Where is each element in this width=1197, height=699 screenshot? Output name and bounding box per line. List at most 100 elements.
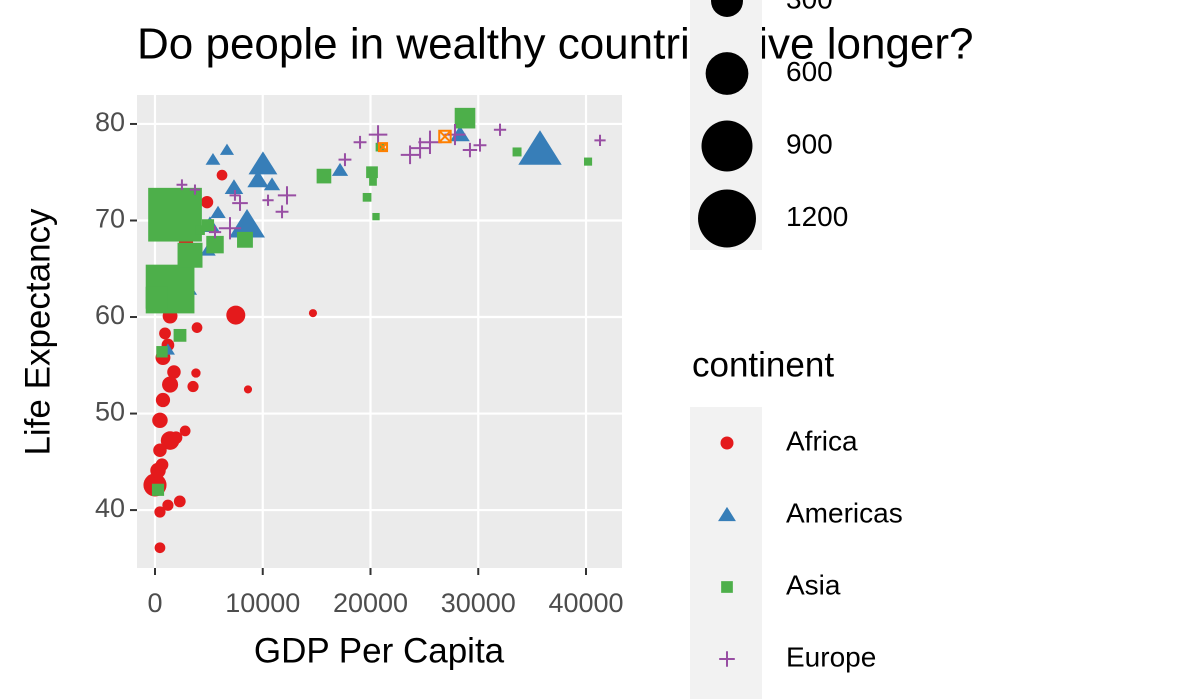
- legend-key: [720, 436, 734, 450]
- point: [179, 425, 191, 437]
- y-tick-label: 80: [95, 107, 125, 137]
- size-legend-label: 300: [786, 0, 833, 14]
- point: [187, 380, 199, 393]
- point: [262, 194, 274, 206]
- legend-label: Europe: [786, 641, 876, 672]
- point: [377, 142, 389, 153]
- point: [162, 499, 174, 511]
- y-tick-label: 40: [95, 493, 125, 523]
- point: [518, 130, 562, 165]
- y-tick-label: 60: [95, 300, 125, 330]
- point: [418, 130, 442, 154]
- point: [189, 184, 201, 195]
- point: [173, 495, 186, 508]
- point: [151, 483, 165, 496]
- point: [206, 235, 224, 254]
- x-axis-label: GDP Per Capita: [254, 631, 505, 670]
- point: [201, 219, 215, 232]
- point: [145, 286, 168, 309]
- point: [191, 322, 203, 334]
- point: [195, 225, 205, 235]
- chart-title: Do people in wealthy countries live long…: [137, 20, 974, 69]
- point: [205, 152, 221, 165]
- x-tick-label: 0: [147, 588, 162, 618]
- point: [210, 205, 226, 219]
- point: [148, 187, 202, 242]
- point: [224, 179, 244, 194]
- size-legend-key: [698, 189, 756, 248]
- point: [512, 147, 522, 157]
- point: [275, 205, 289, 219]
- point: [247, 170, 269, 188]
- point: [159, 327, 171, 340]
- point: [248, 151, 278, 175]
- point: [409, 137, 431, 159]
- size-legend-label: 1200: [786, 201, 848, 232]
- legend-key: [718, 506, 736, 522]
- point: [353, 135, 367, 149]
- point: [493, 123, 507, 136]
- x-tick-label: 30000: [441, 588, 516, 618]
- point: [162, 376, 179, 393]
- point: [155, 392, 171, 408]
- size-legend-label: 900: [786, 128, 833, 159]
- point: [167, 365, 181, 379]
- color-legend-box: [690, 407, 762, 699]
- point: [156, 346, 168, 358]
- point: [200, 195, 214, 209]
- point: [366, 166, 378, 179]
- point: [243, 385, 253, 394]
- point: [152, 412, 168, 429]
- legend-title: continent: [692, 345, 834, 384]
- point: [191, 368, 201, 378]
- point: [454, 107, 476, 129]
- size-legend-key: [701, 120, 753, 172]
- legend-label: Americas: [786, 497, 903, 528]
- point: [331, 162, 349, 176]
- point: [226, 305, 246, 325]
- point: [154, 542, 166, 554]
- point: [263, 177, 281, 191]
- point: [169, 431, 183, 445]
- point: [400, 145, 420, 165]
- point: [369, 178, 377, 186]
- point: [584, 157, 593, 166]
- y-tick-label: 70: [95, 204, 125, 234]
- size-legend-key: [705, 52, 749, 95]
- point: [277, 186, 297, 205]
- point: [237, 231, 253, 248]
- point: [153, 443, 167, 457]
- y-axis-label: Life Expectancy: [18, 208, 57, 456]
- point: [362, 192, 372, 202]
- point: [308, 309, 318, 318]
- panel: [137, 95, 622, 568]
- point: [154, 506, 166, 518]
- point: [208, 225, 222, 239]
- point: [173, 328, 187, 342]
- point: [375, 142, 385, 152]
- legend-label: Africa: [786, 425, 858, 456]
- legend-label: Asia: [786, 569, 841, 600]
- legend-key: [719, 651, 735, 667]
- point: [155, 458, 169, 472]
- x-tick-label: 40000: [548, 588, 623, 618]
- point: [372, 212, 380, 221]
- point: [177, 242, 203, 268]
- legend-key: [721, 581, 733, 593]
- point: [232, 195, 248, 211]
- point: [438, 129, 452, 144]
- point: [229, 189, 241, 201]
- point: [462, 142, 478, 158]
- point: [229, 208, 265, 238]
- x-tick-label: 10000: [225, 588, 300, 618]
- point: [473, 138, 487, 152]
- y-tick-label: 50: [95, 397, 125, 427]
- point: [218, 217, 242, 240]
- point: [316, 168, 332, 184]
- point: [594, 134, 606, 146]
- x-tick-label: 20000: [333, 588, 408, 618]
- size-legend-key: [711, 0, 743, 17]
- point: [338, 153, 352, 167]
- point: [219, 143, 235, 155]
